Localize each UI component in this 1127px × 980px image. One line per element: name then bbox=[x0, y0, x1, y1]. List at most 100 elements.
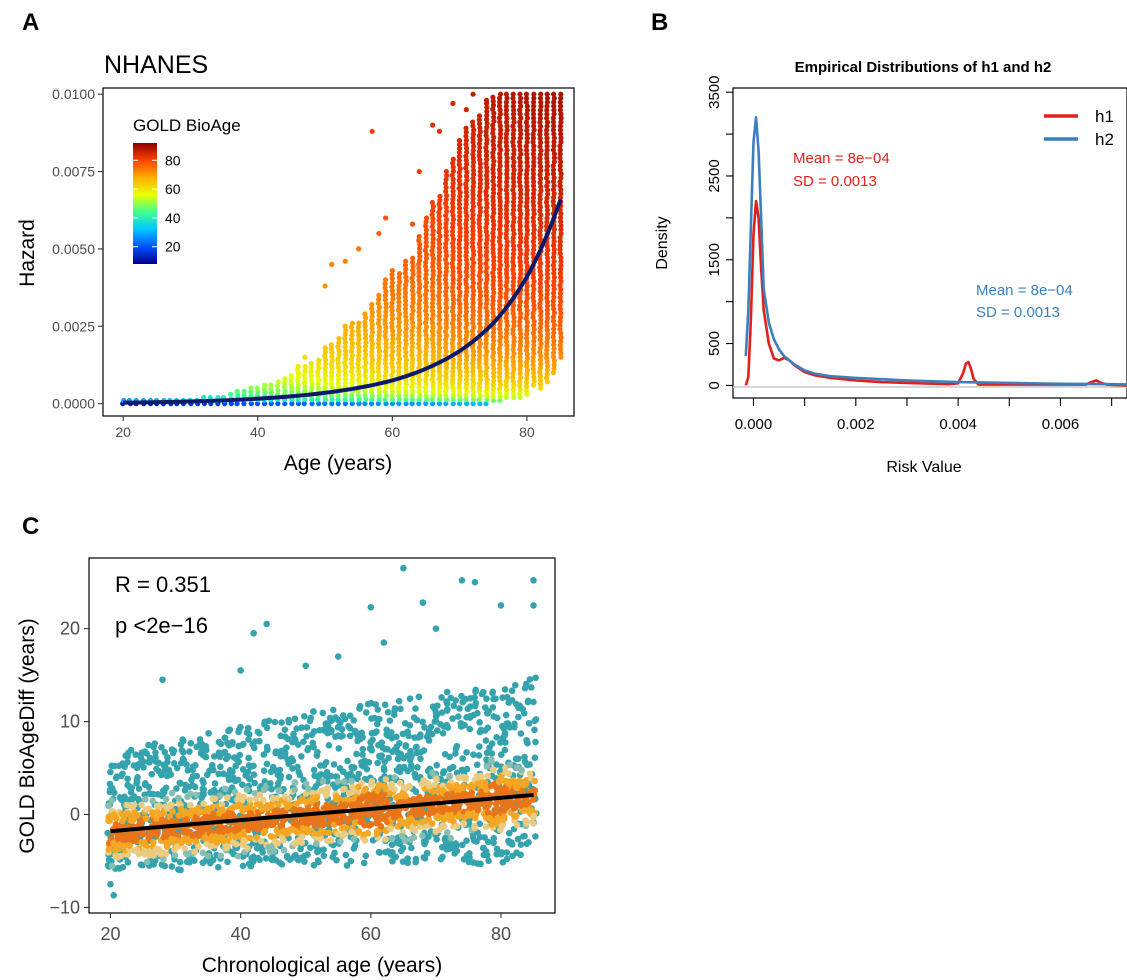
panel-a-point bbox=[558, 298, 564, 305]
panel-c-point bbox=[396, 840, 404, 848]
panel-c-point bbox=[466, 854, 473, 861]
panel-a-point bbox=[477, 265, 483, 271]
panel-a-point bbox=[558, 139, 564, 145]
panel-a-point bbox=[503, 135, 509, 141]
panel-a-point bbox=[396, 344, 402, 350]
panel-c-point bbox=[521, 684, 529, 692]
panel-c-point bbox=[189, 831, 197, 839]
panel-a-point bbox=[557, 143, 563, 149]
panel-a-point bbox=[497, 326, 503, 332]
panel-a-point bbox=[490, 126, 496, 132]
panel-a-point bbox=[369, 345, 375, 351]
panel-a-point bbox=[402, 385, 409, 391]
panel-a-point bbox=[376, 292, 382, 298]
panel-a-point bbox=[497, 270, 503, 276]
panel-a-point bbox=[484, 316, 490, 323]
panel-a-point bbox=[558, 274, 564, 281]
panel-c-point bbox=[443, 700, 451, 707]
panel-a-point bbox=[543, 199, 550, 205]
panel-a-point bbox=[497, 382, 503, 388]
panel-a-point bbox=[503, 311, 510, 317]
panel-a-point bbox=[430, 320, 436, 326]
panel-a-legend-title: GOLD BioAge bbox=[133, 116, 241, 135]
panel-c-point bbox=[196, 736, 204, 743]
panel-a-point bbox=[369, 361, 375, 367]
panel-a-point bbox=[362, 401, 368, 407]
panel-a-point bbox=[463, 325, 469, 331]
panel-a-point bbox=[241, 401, 247, 407]
panel-c-point bbox=[141, 840, 149, 848]
panel-c-point bbox=[302, 798, 310, 806]
panel-a-point bbox=[523, 303, 530, 309]
panel-c-point bbox=[298, 833, 306, 841]
panel-c-point bbox=[119, 834, 126, 841]
panel-c-point bbox=[455, 774, 462, 781]
panel-c-point bbox=[177, 741, 185, 748]
panel-a-point bbox=[456, 393, 463, 399]
panel-a-point bbox=[524, 127, 530, 133]
panel-a-point bbox=[463, 233, 469, 239]
panel-a-point bbox=[490, 202, 496, 208]
panel-c-point bbox=[428, 809, 435, 816]
panel-a-point bbox=[342, 380, 348, 386]
panel-a-point bbox=[544, 103, 550, 109]
panel-a-point bbox=[497, 246, 503, 252]
panel-a-point bbox=[429, 336, 435, 342]
panel-a-point bbox=[557, 306, 563, 312]
panel-a-point bbox=[496, 175, 503, 181]
panel-a-point bbox=[437, 317, 443, 323]
panel-a-point bbox=[456, 281, 463, 287]
panel-c-point bbox=[138, 801, 145, 809]
panel-a-point bbox=[517, 155, 523, 161]
panel-c-point bbox=[151, 740, 158, 747]
panel-a-point bbox=[497, 91, 504, 97]
panel-a-point bbox=[470, 236, 476, 242]
panel-c-point bbox=[272, 818, 280, 826]
panel-a-point bbox=[450, 216, 457, 222]
panel-a-point bbox=[443, 385, 450, 391]
panel-a-point bbox=[490, 381, 496, 388]
panel-a-point bbox=[463, 305, 469, 311]
panel-a-point bbox=[483, 332, 490, 339]
panel-a-point bbox=[497, 294, 504, 300]
panel-a-point bbox=[383, 385, 389, 391]
panel-a-point bbox=[456, 185, 462, 192]
panel-a-point bbox=[517, 107, 523, 113]
panel-c-point bbox=[475, 752, 483, 759]
panel-c-point bbox=[408, 844, 415, 852]
panel-a-point bbox=[463, 173, 470, 179]
panel-a-point bbox=[523, 95, 530, 101]
panel-c-outlier-point bbox=[497, 602, 505, 609]
panel-a-point bbox=[470, 376, 476, 383]
panel-a-point bbox=[463, 381, 470, 387]
panel-a-point bbox=[430, 384, 436, 391]
panel-c-point bbox=[240, 836, 248, 844]
panel-a-point bbox=[497, 286, 504, 292]
panel-a-point bbox=[288, 373, 294, 379]
panel-c-point bbox=[181, 845, 188, 852]
panel-a-point bbox=[497, 195, 503, 201]
panel-c-point bbox=[215, 863, 222, 871]
panel-a-point bbox=[436, 389, 442, 395]
panel-a-point bbox=[531, 318, 537, 324]
panel-a-point bbox=[409, 384, 415, 391]
panel-a-point bbox=[483, 144, 489, 151]
panel-c-point bbox=[337, 838, 344, 845]
panel-a-point bbox=[550, 179, 557, 185]
panel-c-point bbox=[133, 776, 141, 783]
panel-a-point bbox=[510, 207, 517, 213]
panel-a-point bbox=[456, 269, 463, 275]
panel-a-point bbox=[476, 273, 482, 279]
panel-a-point bbox=[301, 380, 307, 386]
panel-b-line-h2 bbox=[744, 116, 1127, 386]
panel-a-point bbox=[537, 123, 544, 129]
panel-a-x-tick-label: 40 bbox=[250, 424, 266, 440]
panel-a-point bbox=[450, 196, 456, 202]
panel-c-point bbox=[394, 755, 402, 763]
panel-a-point bbox=[436, 201, 442, 207]
panel-a-point bbox=[443, 292, 449, 299]
panel-c-point bbox=[327, 837, 335, 844]
panel-a-point bbox=[484, 381, 490, 387]
panel-a-point bbox=[517, 319, 523, 325]
panel-c-point bbox=[324, 784, 331, 792]
